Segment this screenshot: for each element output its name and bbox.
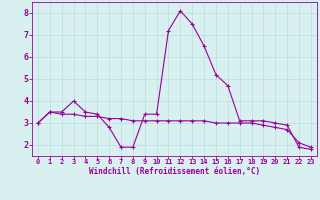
X-axis label: Windchill (Refroidissement éolien,°C): Windchill (Refroidissement éolien,°C) — [89, 167, 260, 176]
